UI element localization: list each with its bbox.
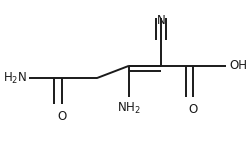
Text: H$_2$N: H$_2$N [2,71,27,86]
Text: O: O [57,110,66,123]
Text: N: N [157,14,166,27]
Text: NH$_2$: NH$_2$ [117,101,141,116]
Text: OH: OH [230,59,248,72]
Text: O: O [189,103,198,116]
